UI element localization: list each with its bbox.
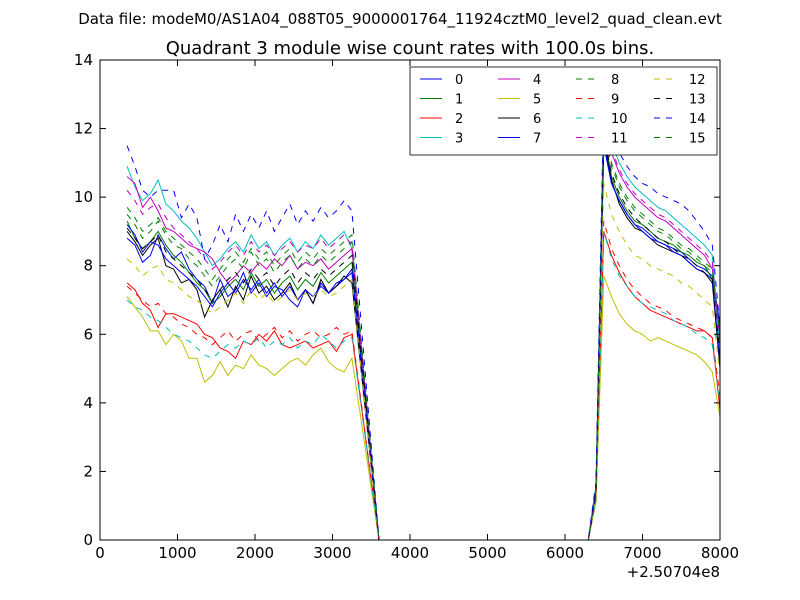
x-tick-label: 3000 xyxy=(313,544,351,562)
series-line-11 xyxy=(126,114,721,541)
y-tick-label: 0 xyxy=(83,531,93,549)
y-tick-label: 8 xyxy=(83,257,93,275)
y-tick-label: 4 xyxy=(83,394,93,412)
x-tick-label: 6000 xyxy=(546,544,584,562)
legend-label-15: 15 xyxy=(689,132,706,147)
legend-label-0: 0 xyxy=(455,73,463,88)
series-line-12 xyxy=(126,183,721,541)
tick-layer: 0 1000 2000 3000 4000 5000 6000 7000 80000246810… xyxy=(74,51,739,562)
series-line-3 xyxy=(126,107,721,541)
y-tick-label: 6 xyxy=(83,325,93,343)
series-line-13 xyxy=(126,135,721,541)
legend-label-5: 5 xyxy=(533,93,541,108)
legend-box xyxy=(409,66,718,156)
legend-label-8: 8 xyxy=(611,73,619,88)
series-layer xyxy=(126,94,721,541)
series-line-9 xyxy=(126,220,721,541)
legend-label-4: 4 xyxy=(533,73,541,88)
x-tick-label: 4000 xyxy=(391,544,429,562)
legend-label-12: 12 xyxy=(689,73,706,88)
legend-label-6: 6 xyxy=(533,112,541,127)
x-tick-label: 8000 xyxy=(701,544,739,562)
x-tick-label: 0 xyxy=(95,544,105,562)
x-tick-label: 7000 xyxy=(623,544,661,562)
legend-label-7: 7 xyxy=(533,132,541,147)
y-tick-label: 12 xyxy=(74,120,93,138)
x-tick-label: 1000 xyxy=(158,544,196,562)
legend-label-2: 2 xyxy=(455,112,463,127)
x-tick-label: 5000 xyxy=(468,544,506,562)
legend-label-14: 14 xyxy=(689,112,706,127)
y-tick-label: 14 xyxy=(74,51,93,69)
series-line-5 xyxy=(126,275,721,541)
legend-label-3: 3 xyxy=(455,132,463,147)
y-tick-label: 2 xyxy=(83,462,93,480)
series-line-4 xyxy=(126,121,721,541)
legend-label-13: 13 xyxy=(689,93,706,108)
series-line-14 xyxy=(126,94,721,541)
chart-title: Quadrant 3 module wise count rates with … xyxy=(166,38,655,59)
series-line-2 xyxy=(126,231,721,541)
x-offset-label: +2.50704e8 xyxy=(627,563,720,581)
y-tick-label: 10 xyxy=(74,188,93,206)
x-tick-label: 2000 xyxy=(236,544,274,562)
chart-suptitle: Data file: modeM0/AS1A04_088T05_90000017… xyxy=(78,10,722,29)
legend-label-9: 9 xyxy=(611,93,619,108)
legend-label-10: 10 xyxy=(611,112,628,127)
series-line-8 xyxy=(126,128,721,541)
legend-label-11: 11 xyxy=(611,132,628,147)
legend-label-1: 1 xyxy=(455,93,463,108)
series-line-10 xyxy=(126,231,721,541)
series-line-15 xyxy=(126,125,721,541)
